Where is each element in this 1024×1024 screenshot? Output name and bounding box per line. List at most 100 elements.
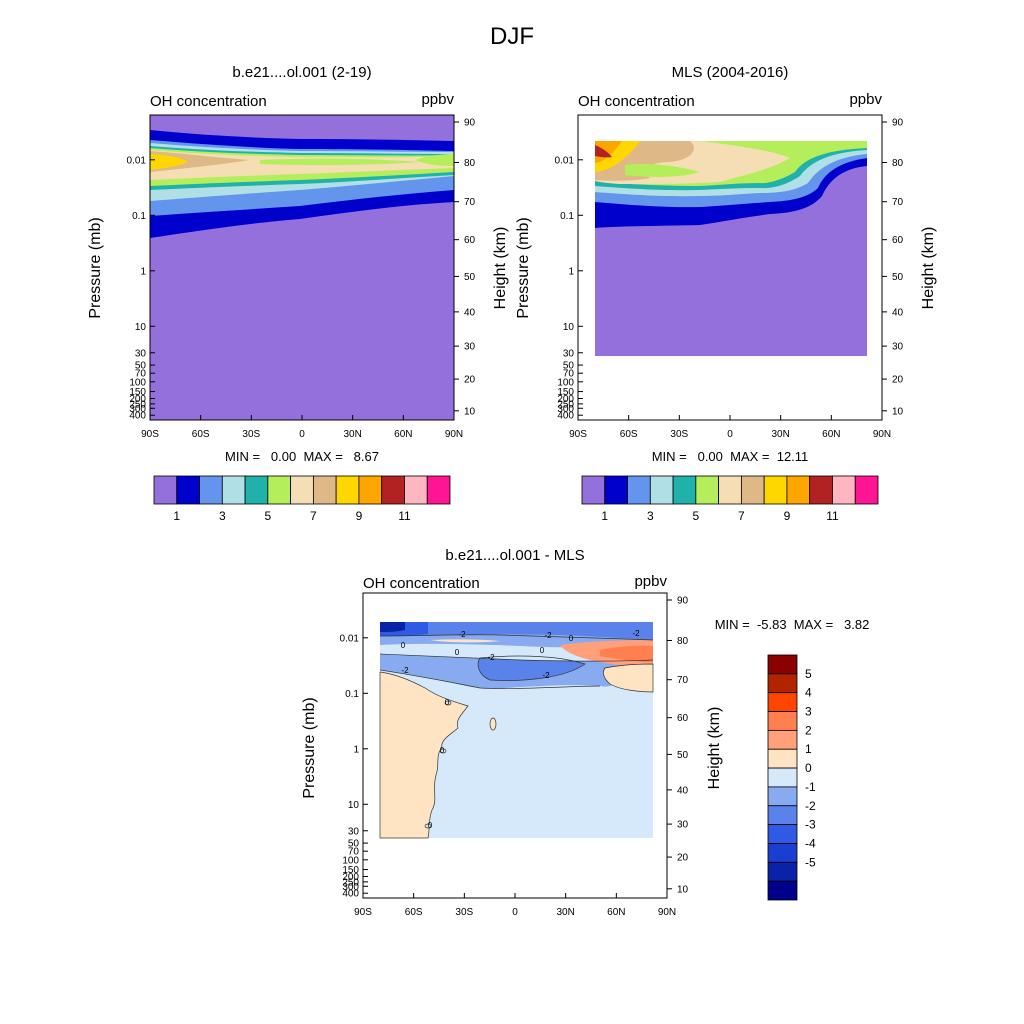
colorbar-swatch xyxy=(767,654,798,675)
contour-label: -2 xyxy=(544,631,552,640)
y2-tick-label: 90 xyxy=(892,118,904,129)
panel-mls-colorbar: 1 3 5 7 9 11 xyxy=(581,475,879,523)
panel-model-title: b.e21....ol.001 (2-19) xyxy=(232,64,371,81)
colorbar-swatch xyxy=(244,475,269,505)
colorbar-label: 3 xyxy=(647,509,654,523)
x-tick-label: 30N xyxy=(771,429,789,440)
contour-line-c xyxy=(477,655,586,681)
y2-tick-label: 70 xyxy=(892,197,904,208)
colorbar-swatch xyxy=(767,824,798,844)
field-region-pos-0-1 xyxy=(379,671,469,839)
y2-tick-label: 50 xyxy=(892,272,904,283)
y-tick-label: 250 xyxy=(557,399,574,410)
colorbar-label: 1 xyxy=(601,509,608,523)
colorbar-swatch xyxy=(627,475,651,505)
colorbar-swatch xyxy=(767,880,798,901)
y2-tick-label: 50 xyxy=(464,272,476,283)
x-tick-label: 90S xyxy=(141,429,159,440)
contour-label: -2 xyxy=(458,630,466,639)
contour-label: -2 xyxy=(487,653,495,662)
y2-tick-label: 70 xyxy=(677,675,689,686)
y-tick-label: 0.01 xyxy=(340,633,360,644)
panel-mls-left-label: OH concentration xyxy=(578,93,695,110)
colorbar-label: 9 xyxy=(784,509,791,523)
contour-label: 0 xyxy=(440,746,445,755)
y-tick-label: 1 xyxy=(140,266,146,277)
x-tick-label: 0 xyxy=(299,429,305,440)
contour-label: 0 xyxy=(569,634,574,643)
colorbar-swatch xyxy=(767,748,798,769)
x-tick-label: 90N xyxy=(445,429,463,440)
colorbar-swatch xyxy=(767,843,798,863)
colorbar-swatch xyxy=(604,475,628,505)
x-tick-label: 30S xyxy=(455,907,473,918)
y-tick-label: 1 xyxy=(568,266,574,277)
colorbar-swatch xyxy=(672,475,697,505)
colorbar-swatch xyxy=(767,711,798,731)
y-tick-label: 0.1 xyxy=(560,211,574,222)
colorbar-label: 7 xyxy=(738,509,745,523)
y-tick-label: 250 xyxy=(129,399,146,410)
y2-tick-label: 10 xyxy=(464,406,476,417)
colorbar-label: 5 xyxy=(805,667,812,681)
colorbar-swatch xyxy=(718,475,742,505)
y2-tick-label: 40 xyxy=(892,307,904,318)
panel-mls: MLS (2004-2016) OH concentration ppbv 90… xyxy=(515,64,937,523)
contour-labels: -2 -2 0 -2 0 0 -2 0 -2 -2 0 0 0 xyxy=(401,629,640,830)
x-tick-label: 60N xyxy=(394,429,412,440)
colorbar-swatch xyxy=(335,475,360,505)
colorbar-label: 7 xyxy=(310,509,317,523)
field-region-neg-0-1c xyxy=(444,700,452,706)
colorbar-swatch xyxy=(767,861,798,882)
panel-diff-colorbar: 5 4 3 2 1 0 -1 -2 -3 -4 -5 xyxy=(767,654,816,901)
panel-diff-stats: MIN = -5.83 MAX = 3.82 xyxy=(715,617,870,632)
contour-line-d xyxy=(379,669,601,689)
y2-tick-label: 50 xyxy=(677,750,689,761)
field-band-level-9 xyxy=(595,141,622,163)
panel-mls-stats: MIN = 0.00 MAX = 12.11 xyxy=(652,449,809,464)
y-tick-label: 70 xyxy=(135,369,147,380)
colorbar-label: 3 xyxy=(805,705,812,719)
panel-model-units: ppbv xyxy=(421,91,454,108)
colorbar-swatch xyxy=(581,475,606,505)
colorbar-label: -4 xyxy=(805,836,816,850)
colorbar-swatch xyxy=(767,673,798,694)
y2-tick-label: 70 xyxy=(464,197,476,208)
colorbar-swatch xyxy=(809,475,833,505)
y2-tick-label: 90 xyxy=(464,118,476,129)
panel-diff-field: -2 -2 0 -2 0 0 -2 0 -2 -2 0 0 0 xyxy=(379,622,654,839)
y2-tick-label: 30 xyxy=(892,342,904,353)
contour-label: 0 xyxy=(445,698,450,707)
panel-mls-field xyxy=(595,141,867,356)
contour-label: 0 xyxy=(540,646,545,655)
contour-label: -2 xyxy=(632,629,640,638)
panel-model-left-label: OH concentration xyxy=(150,93,267,110)
y-tick-label: 1 xyxy=(353,744,359,755)
y2-tick-label: 60 xyxy=(892,235,904,246)
panel-diff-units: ppbv xyxy=(634,573,667,590)
colorbar-label: -5 xyxy=(805,855,816,869)
colorbar-swatch xyxy=(312,475,337,505)
colorbar-label: -1 xyxy=(805,780,816,794)
y-tick-label: 50 xyxy=(563,361,575,372)
y-tick-label: 300 xyxy=(557,404,574,415)
x-tick-label: 30N xyxy=(556,907,574,918)
panel-diff-ylabel-right: Height (km) xyxy=(706,707,723,790)
y2-tick-label: 30 xyxy=(677,820,689,831)
y-tick-label: 100 xyxy=(342,855,359,866)
panel-diff-axes: 90S 60S 30S 0 30N 60N 90N0.010.111030507010015… xyxy=(340,596,689,919)
panel-model: b.e21....ol.001 (2-19) OH concentration … xyxy=(87,64,509,523)
x-tick-label: 30S xyxy=(670,429,688,440)
panel-model-ylabel: Pressure (mb) xyxy=(87,217,104,318)
colorbar-swatch xyxy=(176,475,200,505)
colorbar-swatch xyxy=(832,475,856,505)
y-tick-label: 150 xyxy=(557,387,574,398)
colorbar-label: -3 xyxy=(805,818,816,832)
figure-title: DJF xyxy=(490,23,534,50)
colorbar-swatch xyxy=(290,475,314,505)
field-region-pos-0-1d xyxy=(489,717,497,731)
field-band-level-8 xyxy=(150,154,188,170)
panel-mls-title: MLS (2004-2016) xyxy=(672,64,789,81)
y2-tick-label: 20 xyxy=(464,375,476,386)
colorbar-swatch xyxy=(381,475,405,505)
